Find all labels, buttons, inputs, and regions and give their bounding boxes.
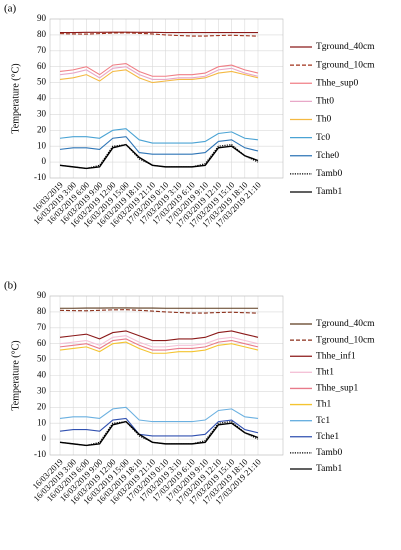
y-tick-label: 50	[37, 77, 47, 87]
series-line	[59, 338, 259, 351]
y-tick-label: -10	[34, 449, 46, 459]
y-tick-label: 60	[37, 338, 47, 348]
series-line	[59, 136, 259, 155]
series-line	[59, 335, 259, 348]
legend-label: Th0	[316, 115, 332, 125]
y-tick-label: 10	[37, 140, 47, 150]
y-tick-label: 80	[37, 29, 47, 39]
y-tick-label: -10	[34, 172, 46, 182]
series-line	[59, 420, 259, 447]
panel-label: (a)	[4, 3, 17, 15]
y-axis-label: Temperature (°C)	[10, 63, 21, 133]
series-line	[59, 32, 259, 37]
series-line	[59, 406, 259, 423]
y-tick-label: 20	[37, 401, 47, 411]
legend-label: Tamb0	[316, 448, 342, 458]
legend-label: Tc1	[316, 416, 330, 426]
legend-label: Tht1	[316, 368, 334, 378]
legend-label: Tht0	[316, 97, 334, 107]
plot-frame	[49, 18, 284, 179]
y-tick-label: 20	[37, 124, 47, 134]
series-line	[59, 309, 259, 314]
y-tick-label: 0	[42, 433, 47, 443]
series-line	[59, 144, 259, 170]
legend-label: Tground_10cm	[316, 335, 375, 345]
series-line	[59, 341, 259, 354]
legend-label: Tamb1	[316, 464, 342, 474]
y-tick-label: 80	[37, 306, 47, 316]
legend-label: Thhe_inf1	[316, 350, 356, 361]
legend-label: Tche0	[316, 151, 339, 161]
legend-label: Tc0	[316, 133, 330, 143]
legend-label: Tground_40cm	[316, 319, 375, 329]
y-tick-label: 0	[42, 156, 47, 166]
series-line	[59, 330, 259, 342]
plot-frame	[49, 295, 284, 456]
legend-label: Thhe_sup1	[316, 384, 358, 394]
legend-label: Tamb1	[316, 187, 342, 197]
y-tick-label: 40	[37, 93, 47, 103]
y-tick-label: 40	[37, 370, 47, 380]
series-line	[59, 66, 259, 80]
y-tick-label: 90	[37, 13, 47, 23]
legend-label: Tground_40cm	[316, 42, 375, 52]
legend-label: Thhe_sup0	[316, 78, 358, 88]
series-line	[59, 143, 259, 170]
y-tick-label: 10	[37, 417, 47, 427]
legend-label: Tground_10cm	[316, 60, 375, 70]
series-line	[59, 417, 259, 437]
panel-label: (b)	[4, 280, 17, 292]
y-tick-label: 70	[37, 45, 47, 55]
series-line	[59, 62, 259, 77]
y-axis-label: Temperature (°C)	[10, 340, 21, 410]
series-line	[59, 69, 259, 84]
legend-label: Tche1	[316, 432, 339, 442]
y-tick-label: 30	[37, 108, 47, 118]
y-tick-label: 30	[37, 385, 47, 395]
series-line	[59, 421, 259, 447]
y-tick-label: 50	[37, 354, 47, 364]
y-tick-label: 90	[37, 290, 47, 300]
series-line	[59, 128, 259, 144]
y-tick-label: 60	[37, 61, 47, 71]
legend-label: Tamb0	[316, 169, 342, 179]
legend-label: Th1	[316, 400, 332, 410]
y-tick-label: 70	[37, 322, 47, 332]
